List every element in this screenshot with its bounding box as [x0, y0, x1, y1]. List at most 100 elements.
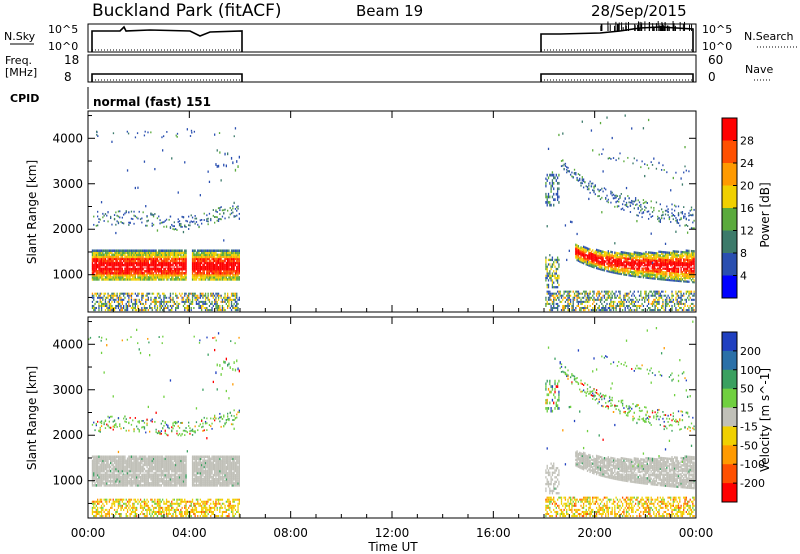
- nsky-tick-bottom: 10^0: [48, 40, 78, 53]
- data-cell: [693, 279, 695, 282]
- data-cell: [598, 260, 600, 263]
- data-cell: [237, 207, 239, 210]
- data-cell: [545, 279, 547, 282]
- data-cell: [194, 249, 196, 253]
- data-cell: [220, 251, 222, 255]
- data-cell: [139, 251, 142, 255]
- data-cell: [641, 266, 643, 270]
- data-cell: [112, 263, 114, 267]
- data-cell: [215, 304, 217, 307]
- data-cell: [143, 257, 146, 261]
- data-cell: [657, 252, 659, 255]
- data-cell: [120, 253, 122, 257]
- data-cell: [664, 251, 667, 254]
- data-cell: [644, 274, 646, 277]
- data-cell: [666, 278, 668, 281]
- data-cell: [199, 267, 201, 271]
- data-cell: [556, 281, 559, 284]
- data-cell: [125, 304, 127, 307]
- data-cell: [125, 306, 127, 310]
- data-cell: [94, 259, 96, 263]
- data-cell: [667, 278, 669, 282]
- data-cell: [662, 300, 664, 303]
- data-cell: [107, 249, 109, 253]
- data-cell: [178, 257, 181, 261]
- data-cell: [221, 278, 224, 281]
- data-cell: [547, 272, 550, 275]
- data-cell: [144, 130, 146, 133]
- data-cell: [636, 271, 638, 274]
- data-cell: [576, 258, 578, 262]
- data-cell: [111, 473, 113, 477]
- data-cell: [145, 294, 147, 297]
- data-cell: [677, 290, 680, 293]
- data-cell: [104, 477, 107, 481]
- data-cell: [133, 222, 135, 225]
- data-cell: [662, 290, 664, 293]
- data-cell: [558, 181, 560, 185]
- data-cell: [615, 251, 617, 255]
- data-cell: [171, 306, 173, 310]
- data-cell: [91, 253, 94, 257]
- data-cell: [576, 296, 578, 299]
- data-cell: [549, 292, 551, 295]
- data-cell: [103, 457, 105, 461]
- data-cell: [108, 271, 110, 275]
- data-cell: [645, 269, 647, 272]
- data-cell: [618, 257, 620, 261]
- data-cell: [156, 276, 159, 279]
- data-cell: [193, 276, 195, 279]
- data-cell: [199, 274, 201, 277]
- data-cell: [623, 251, 625, 254]
- data-cell: [659, 296, 661, 299]
- data-cell: [623, 298, 625, 301]
- data-cell: [146, 259, 148, 263]
- data-cell: [104, 484, 107, 487]
- data-cell: [130, 292, 133, 295]
- data-cell: [693, 292, 695, 295]
- data-cell: [571, 309, 573, 312]
- data-cell: [151, 257, 153, 261]
- data-cell: [216, 278, 218, 281]
- data-cell: [93, 459, 95, 463]
- data-cell: [194, 274, 196, 277]
- data-cell: [551, 171, 554, 174]
- data-cell: [568, 292, 570, 295]
- data-cell: [208, 304, 211, 307]
- data-cell: [631, 127, 633, 130]
- data-cell: [116, 263, 118, 267]
- data-cell: [100, 253, 103, 257]
- data-cell: [172, 296, 174, 299]
- data-cell: [230, 265, 233, 269]
- data-cell: [132, 269, 134, 273]
- data-cell: [634, 260, 637, 263]
- data-cell: [176, 296, 178, 299]
- data-cell: [216, 274, 218, 277]
- data-cell: [150, 269, 152, 273]
- data-cell: [217, 296, 220, 299]
- data-cell: [623, 273, 625, 276]
- data-cell: [625, 255, 628, 258]
- data-cell: [208, 249, 211, 253]
- data-cell: [619, 263, 621, 266]
- data-cell: [576, 246, 578, 249]
- data-cell: [692, 266, 694, 269]
- data-cell: [602, 170, 604, 173]
- data-cell: [585, 298, 587, 301]
- data-cell: [212, 304, 214, 307]
- data-cell: [193, 278, 195, 281]
- data-cell: [683, 302, 685, 305]
- data-cell: [151, 263, 153, 267]
- data-cell: [229, 271, 231, 275]
- data-cell: [127, 132, 130, 135]
- data-cell: [693, 259, 695, 262]
- data-cell: [585, 261, 587, 264]
- data-cell: [99, 465, 101, 469]
- data-cell: [129, 269, 131, 273]
- data-cell: [104, 498, 107, 501]
- data-cell: [106, 461, 108, 465]
- data-cell: [215, 292, 217, 295]
- data-cell: [193, 220, 195, 223]
- data-cell: [138, 249, 140, 253]
- data-cell: [99, 480, 101, 483]
